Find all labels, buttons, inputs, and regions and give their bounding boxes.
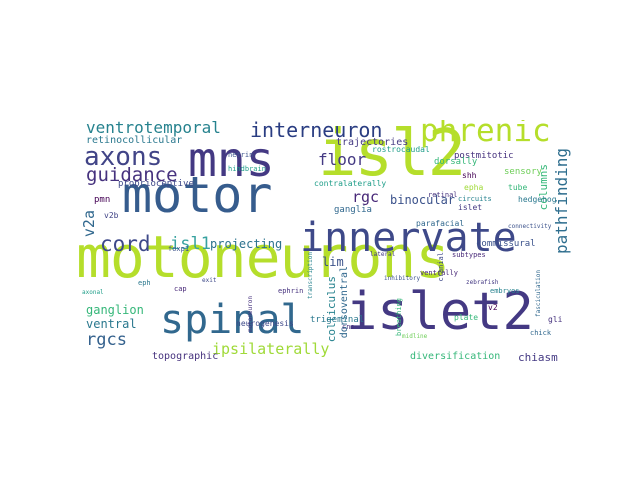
word: eph — [138, 279, 151, 287]
word: v2b — [104, 211, 119, 220]
word: contralaterally — [314, 179, 387, 188]
word: proprioceptive — [118, 179, 194, 189]
word: hindbrain — [228, 165, 266, 173]
word: ganglion — [86, 303, 144, 317]
word: transcription — [307, 252, 314, 299]
word: neurogenesis — [236, 319, 294, 328]
word: plate — [454, 313, 479, 322]
word: epha — [464, 183, 484, 192]
word: breathing — [395, 298, 403, 336]
word: inhibitory — [384, 275, 421, 282]
word: chiasm — [518, 351, 558, 364]
word: postmitotic — [454, 151, 514, 161]
word: motor — [122, 166, 273, 224]
word: ventral — [86, 317, 137, 331]
word: mns — [188, 132, 275, 188]
word: dorsally — [434, 157, 478, 167]
word: chick — [530, 329, 552, 337]
word: zebrafish — [466, 279, 499, 286]
word: islet2 — [346, 282, 534, 342]
word: exit — [202, 277, 217, 284]
word: v2 — [488, 303, 498, 312]
word: axons — [84, 142, 163, 172]
word: gli — [548, 315, 563, 324]
word: guidance — [86, 164, 178, 186]
word: diversification — [410, 351, 501, 362]
word: motoneuron — [247, 296, 254, 333]
word: cns — [342, 323, 355, 331]
word: trajectories — [336, 137, 409, 148]
word: sensory — [504, 167, 542, 177]
word: projecting — [210, 237, 283, 251]
word-cloud: motoneurons motor mns isl2 islet2 spinal… — [78, 120, 583, 370]
word: phrenic — [420, 120, 551, 149]
word: retinal — [428, 191, 458, 199]
word: interneuron — [250, 120, 383, 142]
word: axonal — [82, 289, 104, 296]
word: parafacial — [416, 219, 465, 228]
word: ventrotemporal — [86, 120, 221, 137]
word: rostrocaudal — [372, 145, 430, 154]
word: embryos — [490, 287, 520, 295]
word: lateral — [370, 251, 396, 258]
word: shh — [462, 171, 477, 180]
word: hedgehog — [518, 195, 557, 204]
word: motoneurons — [78, 223, 450, 291]
word: islet — [458, 203, 483, 212]
word: fasciculation — [535, 270, 542, 317]
word: topographic — [152, 351, 219, 362]
word: pmn — [94, 195, 111, 205]
word: spinal — [160, 297, 305, 343]
word: lim — [322, 255, 344, 269]
word: floor — [318, 150, 367, 169]
word: rgc — [352, 188, 380, 206]
word: binocular — [390, 193, 456, 207]
word: retinocollicular — [86, 135, 183, 146]
word: cranial — [437, 252, 445, 282]
word: tube — [508, 183, 528, 192]
word: connectivity — [508, 223, 552, 230]
word: circuits — [458, 195, 492, 203]
word: ventrally — [420, 269, 458, 277]
word: ipsilaterally — [212, 340, 330, 358]
word: isl1 — [170, 234, 211, 254]
word: netrin — [228, 151, 254, 159]
word: isl2 — [318, 120, 466, 191]
word: trigeminal — [310, 315, 365, 325]
word: rgcs — [86, 330, 127, 350]
word: v2a — [80, 210, 98, 238]
word: ephrin — [278, 287, 304, 295]
word: cap — [174, 285, 187, 293]
word: colliculus — [325, 276, 338, 343]
word: midline — [402, 333, 428, 340]
word: foxp1 — [168, 245, 190, 253]
word: subtypes — [452, 251, 486, 259]
word: ganglia — [334, 205, 372, 215]
word: innervate — [300, 215, 517, 261]
word: cord — [100, 232, 151, 256]
word: commissural — [476, 239, 536, 249]
